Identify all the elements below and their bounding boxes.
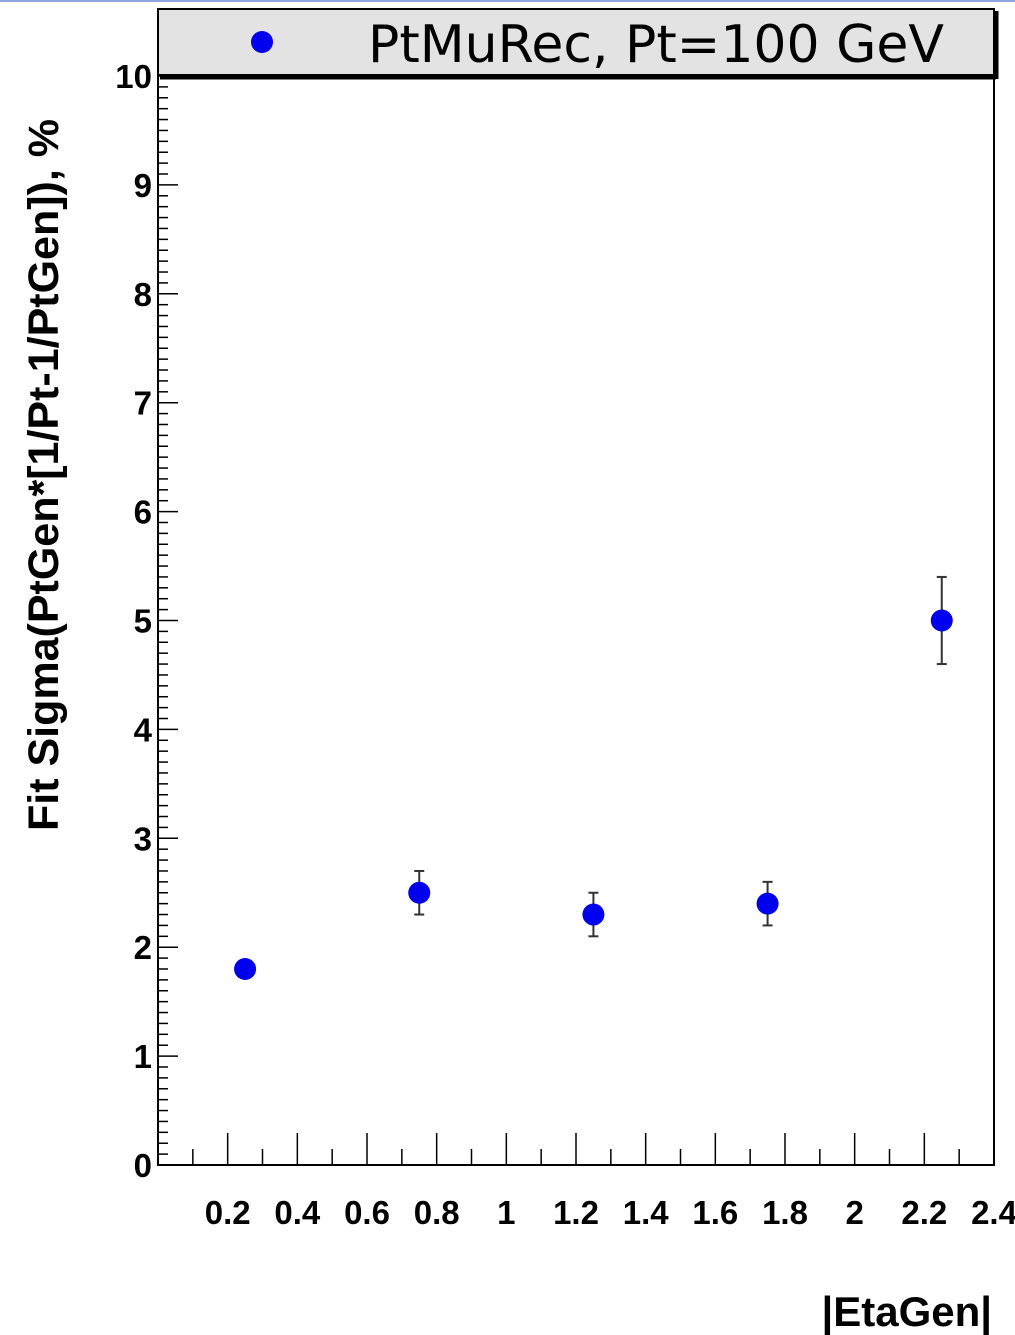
x-tick-label: 0.2 [205, 1194, 251, 1231]
y-axis-ticks: 0 1 2 3 4 5 6 7 8 9 10 [115, 58, 178, 1184]
x-tick-label: 2.2 [901, 1194, 947, 1231]
x-axis-ticks: 0.2 0.4 0.6 0.8 1 1.2 1.4 1.6 1.8 2 2.2 2.4 [192, 1133, 1015, 1231]
y-tick-label: 8 [134, 276, 152, 313]
y-tick-label: 9 [134, 167, 152, 204]
data-point [930, 609, 953, 632]
x-tick-label: 1 [497, 1194, 515, 1231]
x-tick-label: 2 [845, 1194, 863, 1231]
y-tick-label: 5 [134, 603, 152, 640]
top-border [0, 0, 1015, 2]
legend: PtMuRec, Pt=100 GeV [157, 8, 999, 80]
data-point [408, 881, 431, 904]
legend-marker [251, 31, 273, 53]
axes [157, 8, 995, 1166]
x-tick-label: 1.2 [553, 1194, 599, 1231]
y-tick-label: 0 [134, 1147, 152, 1184]
data-point [234, 957, 257, 980]
x-tick-label: 1.8 [762, 1194, 808, 1231]
y-tick-label: 1 [134, 1038, 152, 1075]
x-axis-label: |EtaGen| [821, 1288, 992, 1335]
y-tick-label: 3 [134, 820, 152, 857]
x-tick-label: 0.6 [344, 1194, 390, 1231]
x-tick-label: 2.4 [971, 1194, 1015, 1231]
x-tick-label: 0.4 [274, 1194, 321, 1231]
y-axis-label: Fit Sigma(PtGen*[1/Pt-1/PtGen]), % [20, 119, 68, 831]
x-tick-label: 1.4 [623, 1194, 670, 1231]
plot-frame [157, 8, 995, 1166]
y-tick-label: 2 [134, 929, 152, 966]
x-tick-label: 1.6 [692, 1194, 738, 1231]
y-tick-label: 7 [134, 385, 152, 422]
y-tick-label: 10 [115, 58, 152, 95]
y-tick-label: 6 [134, 494, 152, 531]
y-tick-label: 4 [134, 711, 153, 748]
x-tick-label: 0.8 [414, 1194, 460, 1231]
data-point [756, 892, 779, 915]
legend-box [157, 8, 995, 76]
legend-label: PtMuRec, Pt=100 GeV [368, 15, 944, 75]
data-point [582, 903, 605, 926]
data-points [234, 575, 953, 980]
